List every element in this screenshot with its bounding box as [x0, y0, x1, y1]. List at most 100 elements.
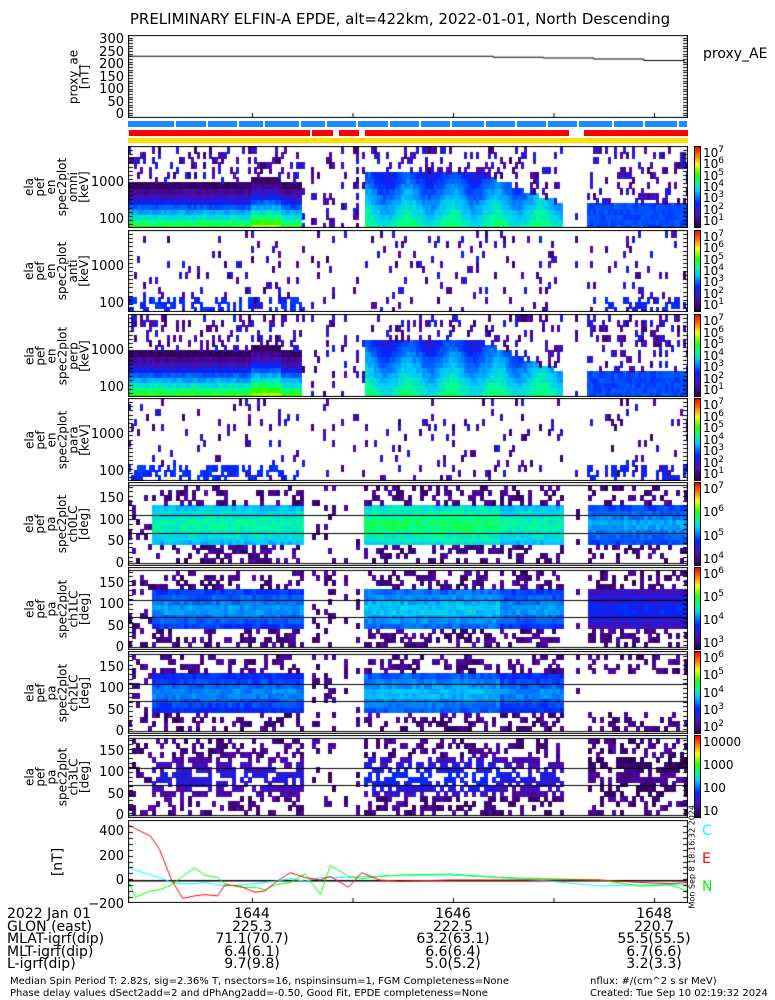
footer-created: Created: Tue Sep 10 02:19:32 2024: [590, 988, 768, 999]
pa-tick-label: 150: [99, 743, 124, 759]
cbar-base: 10: [703, 191, 719, 206]
pa-ch1-cbar-label: 105: [703, 590, 724, 604]
cbar-base: 10: [703, 202, 719, 217]
cbar-exp: 1: [718, 297, 725, 307]
cbar-base: 10: [703, 398, 719, 412]
pa-tick-label: 50: [107, 702, 124, 718]
cbar-exp: 3: [718, 190, 725, 201]
footer-row-label: MLT-igrf(dip): [7, 943, 94, 960]
mag-legend-N: N: [702, 879, 713, 895]
status-bar-blue-segment: [548, 121, 577, 127]
pa-tick-label: 0: [115, 724, 124, 739]
status-bar-blue-segment: [645, 121, 677, 127]
status-bar-blue-segment: [176, 121, 206, 127]
energy-para-colorbar: [694, 398, 701, 481]
pa-ch2-cbar-label: 105: [703, 667, 725, 682]
cbar-base: 10: [703, 252, 719, 267]
cbar-exp: 7: [718, 229, 725, 239]
status-bar-blue-segment: [265, 121, 299, 127]
cbar-exp: 5: [718, 420, 725, 430]
mag-tick-label: −200: [88, 897, 124, 913]
pa-tick-label: 0: [115, 556, 124, 571]
ylabel-line: [deg]: [77, 676, 91, 709]
status-bar-blue-segment: [208, 121, 237, 127]
energy-ylabel-anti: ela pef en spec2plot anti [keV]: [22, 230, 91, 312]
energy-omni-cbar-label: 106: [703, 156, 725, 171]
ylabel-line: [keV]: [77, 255, 91, 287]
footer-row-value: 1646: [435, 906, 471, 922]
energy-omni-cbar-label: 105: [703, 168, 724, 182]
cbar-exp: 6: [718, 504, 725, 515]
pa-tick-label: 100: [99, 681, 124, 697]
cbar-base: 10: [703, 651, 719, 665]
energy-omni-cbar-label: 104: [703, 180, 724, 194]
cbar-base: 10: [703, 371, 719, 386]
cbar-exp: 10: [703, 804, 719, 818]
energy-anti-cbar-label: 106: [703, 241, 724, 255]
ylabel-line: [deg]: [77, 508, 91, 540]
status-bar-blue-segment: [486, 121, 515, 127]
energy-para-cbar-label: 105: [703, 420, 725, 435]
pa-tick-label: 50: [107, 786, 124, 802]
cbar-exp: 7: [718, 397, 725, 407]
footer-row-label: GLON (east): [7, 918, 92, 935]
cbar-base: 10: [703, 275, 719, 290]
pitch-angle-spectrogram-ch2: [128, 651, 688, 734]
cbar-exp: 1: [718, 466, 725, 476]
cbar-exp: 1: [718, 213, 725, 223]
pa-ch3-cbar-label: 10: [703, 805, 718, 817]
cbar-exp: 4: [718, 263, 725, 273]
footer-row-value: 1644: [234, 906, 270, 922]
cbar-exp: 3: [718, 443, 725, 453]
status-bar-red-segment: [312, 130, 333, 136]
pa-tick-label: 100: [99, 512, 124, 528]
pa-ch3-cbar-label: 100: [703, 782, 726, 794]
pa-ch2-cbar-label: 106: [703, 651, 724, 665]
ylabel-line: [nT]: [77, 64, 91, 89]
cbar-exp: 5: [718, 527, 725, 538]
pa-ch0-cbar-label: 107: [703, 482, 724, 496]
ylabel-line: [keV]: [77, 423, 91, 456]
footer-row-value: 220.7: [633, 918, 675, 935]
energy-tick-label: 100: [99, 380, 124, 395]
pa-ch1-colorbar: [694, 567, 701, 650]
energy-anti-cbar-label: 101: [703, 297, 725, 312]
ylabel-line: [deg]: [77, 760, 91, 793]
energy-perp-cbar-label: 101: [703, 383, 724, 397]
pa-ch2-cbar-label: 104: [703, 685, 724, 699]
status-bar-blue-segment: [421, 121, 450, 127]
mag-tick-label: 200: [99, 848, 124, 864]
mag-tick-label: 400: [99, 824, 124, 840]
cbar-base: 10: [703, 552, 719, 566]
energy-tick-label: 1000: [90, 427, 124, 442]
energy-para-cbar-label: 104: [703, 432, 724, 447]
cbar-exp: 6: [718, 156, 725, 167]
cbar-base: 10: [703, 180, 719, 194]
cbar-base: 10: [703, 432, 719, 447]
energy-anti-cbar-label: 105: [703, 252, 724, 267]
pa-ch2-cbar-label: 103: [703, 701, 725, 716]
pa-ch3-cbar-label: 10000: [703, 736, 741, 748]
proxy-tick-label: 100: [99, 82, 124, 97]
footer-row-value: 55.5(55.5): [617, 931, 691, 947]
footer-row-value: 63.2(63.1): [416, 931, 490, 947]
energy-para-cbar-label: 106: [703, 409, 724, 423]
cbar-exp: 7: [718, 145, 725, 155]
status-bar-blue-segment: [390, 121, 419, 127]
energy-perp-cbar-label: 104: [703, 348, 724, 362]
status-bar-blue-segment: [327, 121, 356, 127]
cbar-base: 10: [703, 528, 719, 543]
footer-row-value: 222.5: [432, 918, 474, 935]
proxy-tick-label: 0: [115, 107, 124, 122]
cbar-base: 10: [703, 360, 719, 374]
cbar-exp: 10000: [703, 735, 742, 749]
energy-ylabel-omni: ela pef en spec2plot omni [keV]: [22, 146, 91, 228]
cbar-exp: 3: [718, 701, 725, 712]
cbar-exp: 5: [718, 667, 725, 678]
pa-ylabel-ch3: ela pef pa spec2plot ch3LC [deg]: [22, 735, 91, 818]
energy-para-cbar-label: 102: [703, 455, 724, 469]
cbar-exp: 2: [718, 285, 725, 296]
status-bar-blue-segment: [614, 121, 643, 127]
energy-omni-cbar-label: 102: [703, 202, 724, 217]
proxy-tick-label: 300: [99, 32, 124, 47]
